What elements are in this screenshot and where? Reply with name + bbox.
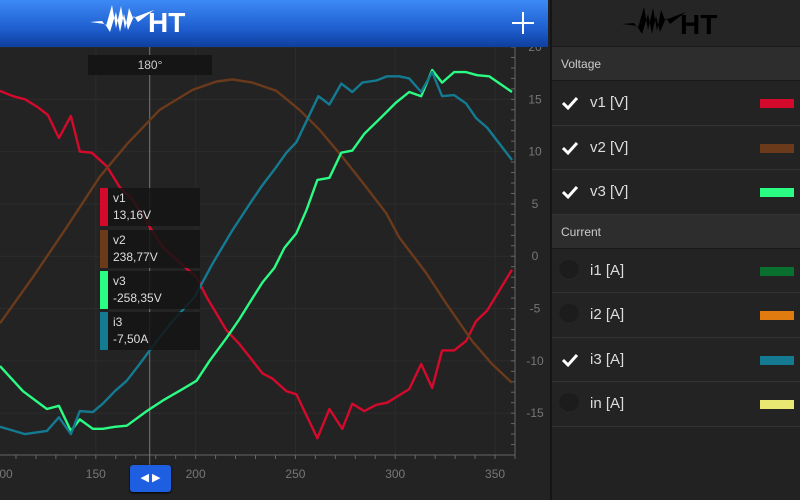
channel-label: v2 [V] [590,138,629,156]
channel-row-i1[interactable]: i1 [A] [552,248,800,293]
checkmark-icon[interactable] [561,94,579,112]
channel-sidebar: HT Voltage v1 [V] v2 [V] v3 [V] Current i1… [550,0,800,500]
y-tick-label: -10 [526,354,544,368]
cursor-drag-handle[interactable]: ◀ ▶ [130,465,171,492]
channel-row-in[interactable]: in [A] [552,382,800,427]
channel-label: i2 [A] [590,306,625,323]
v2-color-bar [100,230,108,268]
x-tick-label: 00 [0,467,13,481]
channel-row-i2[interactable]: i2 [A] [552,293,800,338]
app-header: HT [0,0,548,47]
logo-text: HT [148,7,185,38]
channel-color-swatch [760,188,794,197]
channel-label: i1 [A] [590,261,625,279]
y-tick-label: 15 [528,92,542,106]
readout-value: 13,16V [113,208,152,222]
y-tick-label: 20 [528,47,542,54]
unchecked-circle-icon[interactable] [559,304,579,324]
chart-svg[interactable]: 00 150 200 250 300 350 20 15 10 5 0 -5 -10 -15 [0,47,550,500]
x-tick-label: 350 [485,467,505,481]
channel-label: v1 [V] [590,94,629,111]
channel-row-v2[interactable]: v2 [V] [552,125,800,170]
sidebar-logo: HT [552,0,800,47]
series-v2-line [0,78,513,384]
cursor-angle-label: 180° [88,55,212,75]
channel-row-v1[interactable]: v1 [V] [552,81,800,126]
y-tick-label: 5 [532,197,539,211]
channel-row-v3[interactable]: v3 [V] [552,170,800,215]
channel-color-swatch [760,400,794,409]
ht-logo-dark: HT [622,7,717,40]
readout-name: v2 [113,233,126,247]
i3-color-bar [100,312,108,350]
voltage-section-header: Voltage [552,47,800,81]
x-tick-label: 150 [86,467,106,481]
y-tick-label: -5 [530,302,541,316]
v3-color-bar [100,271,108,309]
unchecked-circle-icon[interactable] [559,259,579,280]
channel-color-swatch [760,143,794,153]
readout-name: i3 [113,315,123,329]
x-tick-label: 200 [186,467,206,481]
checkmark-icon[interactable] [561,183,579,201]
checkmark-icon[interactable] [561,351,579,369]
readout-v3: v3 -258,35V [100,271,200,309]
channel-label: i3 [A] [590,350,625,368]
logo-text: HT [680,9,717,40]
checkmark-icon[interactable] [561,139,579,157]
y-tick-label: 10 [528,145,542,159]
channel-label: v3 [V] [590,183,629,200]
y-tick-label: 0 [532,249,539,263]
channel-row-i3[interactable]: i3 [A] [552,337,800,382]
channel-color-swatch [760,355,794,365]
y-tick-label: -15 [526,406,544,420]
x-tick-label: 250 [285,467,305,481]
readout-value: -7,50A [113,332,149,346]
readout-v2: v2 238,77V [100,230,200,268]
channel-color-swatch [760,99,794,108]
left-right-arrows-icon: ◀ ▶ [140,472,161,484]
waveform-chart[interactable]: 00 150 200 250 300 350 20 15 10 5 0 -5 -10 -15 [0,47,550,500]
x-tick-label: 300 [385,467,405,481]
readout-value: -258,35V [113,291,162,305]
ht-logo: HT [90,5,185,38]
readout-i3: i3 -7,50A [100,312,200,350]
series-i3-line [0,70,513,436]
current-section-header: Current [552,214,800,249]
series-v1-line [0,89,514,440]
readout-value: 238,77V [113,250,158,264]
channel-label: in [A] [590,395,625,412]
channel-color-swatch [760,311,794,320]
v1-color-bar [100,188,108,226]
unchecked-circle-icon[interactable] [559,393,579,413]
readout-name: v3 [113,274,126,288]
readout-name: v1 [113,191,126,205]
readout-v1: v1 13,16V [100,188,200,226]
channel-color-swatch [760,266,794,276]
plus-icon[interactable] [510,10,536,36]
